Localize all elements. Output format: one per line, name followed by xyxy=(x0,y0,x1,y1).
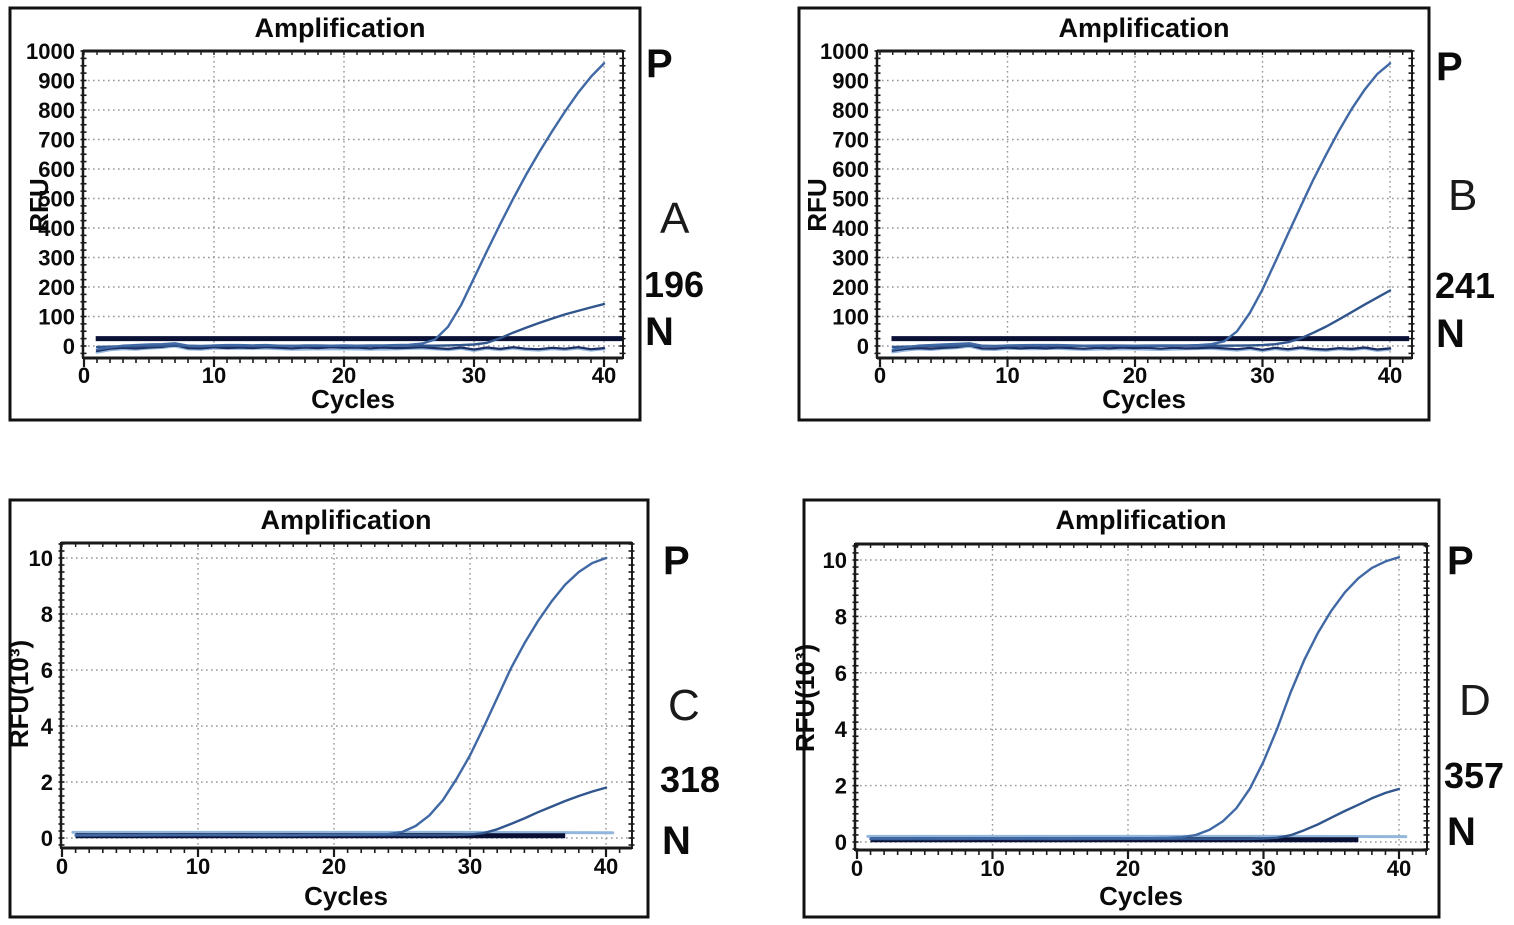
panel-c-title: Amplification xyxy=(260,505,432,535)
tick-label: 10 xyxy=(823,548,847,573)
tick-label: 0 xyxy=(41,826,53,851)
panel-b-positive-label: P xyxy=(1436,45,1463,89)
curve-P xyxy=(95,62,606,351)
panel-d-title: Amplification xyxy=(1055,505,1227,535)
panel-a-negative-label: N xyxy=(645,310,674,354)
amplification-panel-c: 0 2 4 6 8 10 0 10 20 30 40 xyxy=(8,498,650,919)
panel-c-negative-label: N xyxy=(662,819,691,863)
tick-label: 20 xyxy=(1116,856,1140,881)
tick-label: 600 xyxy=(38,157,75,182)
tick-label: 0 xyxy=(63,334,75,359)
panel-b-negative-label: N xyxy=(1436,312,1465,356)
amplification-panel-d: 0 2 4 6 8 10 0 10 20 30 40 xyxy=(802,498,1441,919)
panel-c-letter-label: C xyxy=(668,681,700,730)
panel-a-x-axis-label: Cycles xyxy=(311,384,395,414)
tick-label: 8 xyxy=(41,602,53,627)
amplification-panel-b: 0 100 200 300 400 500 600 700 800 900 1000 0 10 20 30 4… xyxy=(797,6,1431,422)
panel-a-title: Amplification xyxy=(254,13,426,43)
tick-label: 6 xyxy=(41,658,53,683)
tick-label: 40 xyxy=(594,854,618,879)
panel-d-sample-id-label: 357 xyxy=(1444,755,1505,796)
panel-d-x-axis-label: Cycles xyxy=(1099,881,1183,911)
panel-c-y-axis-label: RFU(10³) xyxy=(4,639,34,749)
tick-label: 600 xyxy=(832,157,869,182)
tick-label: 40 xyxy=(592,363,616,388)
tick-label: 100 xyxy=(38,305,75,330)
tick-label: 300 xyxy=(38,246,75,271)
tick-label: 20 xyxy=(1123,363,1147,388)
panel-c-sample-id-label: 318 xyxy=(660,759,721,800)
tick-label: 4 xyxy=(41,714,54,739)
tick-label: 10 xyxy=(186,854,210,879)
panel-d-negative-label: N xyxy=(1447,810,1476,854)
tick-label: 0 xyxy=(851,856,863,881)
curve-P xyxy=(891,62,1392,351)
tick-label: 500 xyxy=(38,187,75,212)
tick-label: 900 xyxy=(38,69,75,94)
tick-label: 40 xyxy=(1378,363,1402,388)
panel-a-letter-label: A xyxy=(660,194,690,243)
tick-label: 1000 xyxy=(820,39,869,64)
tick-label: 2 xyxy=(41,770,53,795)
tick-label: 0 xyxy=(857,334,869,359)
tick-label: 30 xyxy=(462,363,486,388)
tick-label: 30 xyxy=(458,854,482,879)
panel-d-positive-label: P xyxy=(1447,539,1474,583)
panel-b-title: Amplification xyxy=(1058,13,1230,43)
curve-P xyxy=(869,556,1401,840)
tick-label: 30 xyxy=(1250,363,1274,388)
panel-c-positive-label: P xyxy=(663,539,690,583)
tick-label: 0 xyxy=(78,363,90,388)
amplification-panel-a: 0 100 200 300 400 500 600 700 800 900 1000 0 10 20 30 4… xyxy=(8,6,642,422)
panel-a-positive-label: P xyxy=(646,42,673,86)
tick-label: 6 xyxy=(835,661,847,686)
tick-label: 30 xyxy=(1251,856,1275,881)
tick-label: 10 xyxy=(980,856,1004,881)
panel-a-sample-id-label: 196 xyxy=(644,264,705,305)
panel-a-y-axis-label: RFU xyxy=(24,178,54,232)
tick-label: 0 xyxy=(874,363,886,388)
tick-label: 10 xyxy=(202,363,226,388)
panel-d-letter-label: D xyxy=(1459,676,1491,725)
tick-label: 4 xyxy=(835,717,848,742)
tick-label: 300 xyxy=(832,246,869,271)
panel-b-y-axis-label: RFU xyxy=(802,178,832,232)
tick-label: 700 xyxy=(38,128,75,153)
tick-label: 400 xyxy=(832,216,869,241)
tick-label: 800 xyxy=(832,98,869,123)
tick-label: 400 xyxy=(38,216,75,241)
tick-label: 0 xyxy=(835,830,847,855)
tick-label: 800 xyxy=(38,98,75,123)
tick-label: 20 xyxy=(332,363,356,388)
panel-d-y-axis-label: RFU(10³) xyxy=(790,643,820,753)
tick-label: 200 xyxy=(832,275,869,300)
panel-b-x-axis-label: Cycles xyxy=(1102,384,1186,414)
tick-label: 40 xyxy=(1387,856,1411,881)
tick-label: 900 xyxy=(832,69,869,94)
tick-label: 700 xyxy=(832,128,869,153)
tick-label: 200 xyxy=(38,275,75,300)
tick-label: 2 xyxy=(835,774,847,799)
panel-c-x-axis-label: Cycles xyxy=(304,881,388,911)
curve-P xyxy=(74,556,608,837)
tick-label: 8 xyxy=(835,604,847,629)
tick-label: 1000 xyxy=(26,39,75,64)
tick-label: 10 xyxy=(995,363,1019,388)
panel-b-sample-id-label: 241 xyxy=(1435,265,1496,306)
tick-label: 10 xyxy=(29,546,53,571)
tick-label: 20 xyxy=(322,854,346,879)
tick-label: 500 xyxy=(832,187,869,212)
tick-label: 100 xyxy=(832,305,869,330)
tick-label: 0 xyxy=(56,854,68,879)
panel-b-letter-label: B xyxy=(1448,171,1478,220)
